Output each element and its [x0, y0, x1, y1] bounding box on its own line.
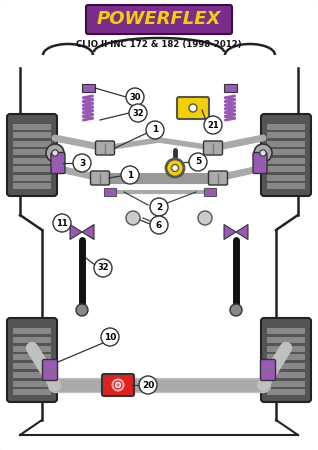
Bar [13, 149, 51, 155]
Circle shape [94, 259, 112, 277]
Bar [267, 158, 305, 164]
Circle shape [115, 382, 121, 387]
Circle shape [204, 116, 222, 134]
Bar [13, 166, 51, 172]
Bar [267, 337, 305, 343]
Circle shape [126, 211, 140, 225]
Text: 21: 21 [207, 121, 219, 130]
Text: 6: 6 [156, 220, 162, 230]
Text: 10: 10 [104, 333, 116, 342]
Text: 5: 5 [195, 158, 201, 166]
Circle shape [189, 104, 197, 112]
Polygon shape [224, 225, 236, 239]
Circle shape [166, 159, 184, 177]
Bar [13, 363, 51, 369]
FancyBboxPatch shape [51, 153, 65, 174]
Bar [104, 188, 116, 196]
Circle shape [260, 150, 266, 156]
Circle shape [230, 304, 242, 316]
Bar [267, 166, 305, 172]
Bar [13, 354, 51, 360]
Bar [13, 183, 51, 189]
Circle shape [129, 104, 147, 122]
Bar [13, 132, 51, 138]
Bar [267, 141, 305, 147]
Bar [267, 381, 305, 387]
Bar [267, 124, 305, 130]
Bar [13, 372, 51, 378]
Circle shape [52, 150, 58, 156]
FancyBboxPatch shape [7, 318, 57, 402]
Bar [267, 328, 305, 334]
Text: 3: 3 [79, 158, 85, 167]
Polygon shape [236, 225, 248, 239]
Circle shape [113, 379, 123, 391]
Text: 30: 30 [129, 93, 141, 102]
Bar [13, 381, 51, 387]
FancyBboxPatch shape [91, 171, 109, 185]
FancyBboxPatch shape [86, 5, 232, 34]
Circle shape [73, 154, 91, 172]
Bar [13, 158, 51, 164]
FancyBboxPatch shape [209, 171, 227, 185]
Circle shape [189, 153, 207, 171]
FancyBboxPatch shape [261, 318, 311, 402]
FancyBboxPatch shape [260, 360, 275, 381]
Text: 11: 11 [56, 219, 68, 228]
Bar [267, 175, 305, 181]
Circle shape [121, 166, 139, 184]
Circle shape [76, 304, 88, 316]
Bar [267, 354, 305, 360]
Polygon shape [82, 225, 94, 239]
Circle shape [53, 214, 71, 232]
FancyBboxPatch shape [102, 374, 134, 396]
Text: CLIO II INC 172 & 182 (1998-2012): CLIO II INC 172 & 182 (1998-2012) [76, 40, 242, 49]
Circle shape [150, 198, 168, 216]
FancyBboxPatch shape [204, 141, 223, 155]
Text: 20: 20 [142, 381, 154, 390]
Bar [267, 363, 305, 369]
Bar [13, 328, 51, 334]
FancyBboxPatch shape [95, 141, 114, 155]
Circle shape [126, 88, 144, 106]
Bar [13, 141, 51, 147]
Bar [267, 149, 305, 155]
Text: 1: 1 [152, 126, 158, 135]
Text: 32: 32 [97, 264, 109, 273]
Bar [267, 183, 305, 189]
Bar [204, 188, 216, 196]
Text: 1: 1 [127, 171, 133, 180]
FancyBboxPatch shape [261, 114, 311, 196]
FancyBboxPatch shape [253, 153, 267, 174]
Bar [267, 372, 305, 378]
Circle shape [198, 211, 212, 225]
Circle shape [139, 376, 157, 394]
Circle shape [171, 165, 178, 171]
Circle shape [46, 144, 64, 162]
Bar [82, 84, 95, 92]
FancyBboxPatch shape [43, 360, 58, 381]
Bar [267, 132, 305, 138]
Polygon shape [70, 225, 82, 239]
Circle shape [150, 216, 168, 234]
Bar [13, 389, 51, 395]
Text: 2: 2 [156, 202, 162, 211]
Bar [267, 346, 305, 352]
Circle shape [101, 328, 119, 346]
FancyBboxPatch shape [7, 114, 57, 196]
Bar [13, 124, 51, 130]
Bar [13, 175, 51, 181]
Bar [13, 346, 51, 352]
Text: 32: 32 [132, 108, 144, 117]
FancyBboxPatch shape [177, 97, 209, 119]
Bar [267, 389, 305, 395]
Bar [224, 84, 237, 92]
Text: POWERFLEX: POWERFLEX [97, 10, 221, 28]
Bar [13, 337, 51, 343]
Circle shape [254, 144, 272, 162]
Circle shape [146, 121, 164, 139]
